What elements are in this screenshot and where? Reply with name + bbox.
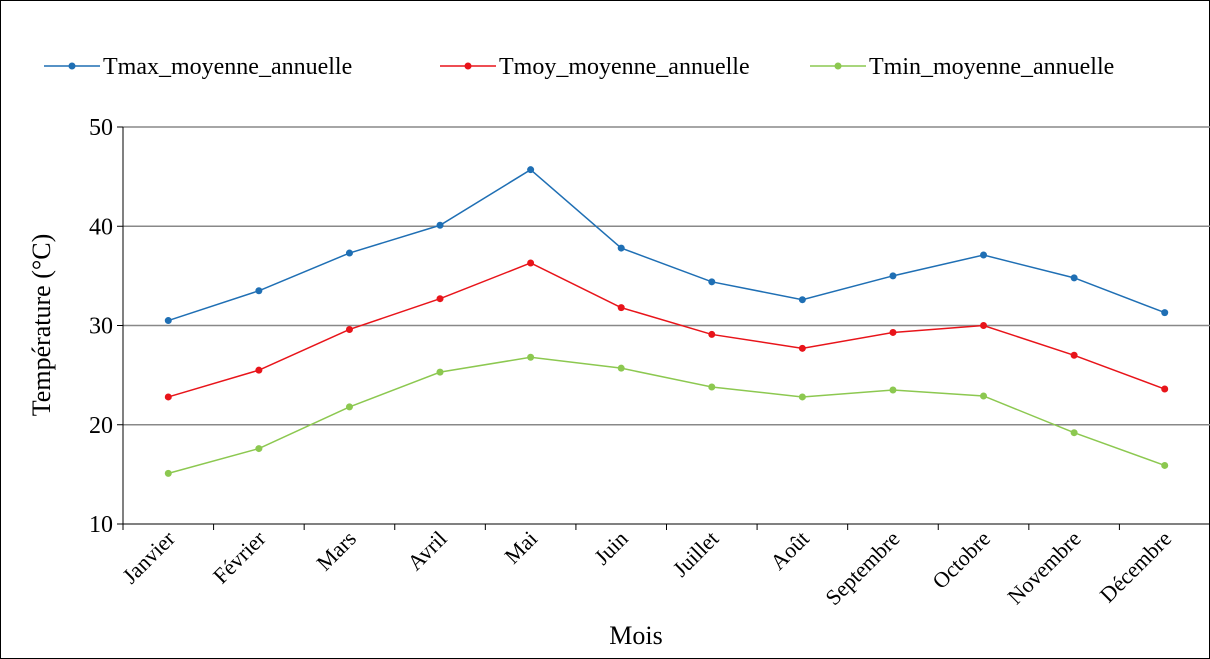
data-point — [164, 393, 172, 401]
data-point — [889, 272, 897, 280]
x-tick-label: Août — [765, 526, 814, 575]
data-point — [436, 295, 444, 303]
data-point — [1070, 274, 1078, 282]
legend-marker — [464, 62, 472, 70]
data-point — [980, 251, 988, 259]
data-point — [708, 383, 716, 391]
data-point — [708, 330, 716, 338]
x-tick-label: Février — [208, 525, 271, 588]
x-axis-label: Mois — [609, 621, 662, 650]
data-point — [436, 368, 444, 376]
data-point — [164, 469, 172, 477]
data-point — [1161, 309, 1169, 317]
y-tick-label: 50 — [89, 115, 113, 141]
data-point — [617, 244, 625, 252]
x-tick-label: Décembre — [1095, 526, 1177, 608]
x-tick-label: Septembre — [820, 526, 904, 610]
y-tick-label: 30 — [89, 314, 113, 340]
legend-marker — [834, 62, 842, 70]
data-point — [1161, 461, 1169, 469]
series-line — [168, 168, 1165, 322]
x-tick-label: Janvier — [117, 525, 180, 588]
data-point — [617, 364, 625, 372]
data-point — [345, 249, 353, 257]
legend-label: Tmoy_moyenne_annuelle — [499, 54, 750, 80]
data-point — [798, 344, 806, 352]
data-point — [1070, 351, 1078, 359]
legend-label: Tmax_moyenne_annuelle — [103, 54, 352, 80]
y-tick-label: 10 — [89, 512, 113, 538]
x-tick-label: Juillet — [668, 526, 724, 582]
data-point — [889, 386, 897, 394]
data-point — [1070, 429, 1078, 437]
x-tick-label: Mars — [311, 526, 361, 576]
data-point — [436, 221, 444, 229]
data-point — [708, 278, 716, 286]
y-tick-label: 40 — [89, 214, 113, 240]
data-point — [527, 259, 535, 267]
legend-label: Tmin_moyenne_annuelle — [869, 54, 1114, 80]
data-point — [527, 166, 535, 174]
y-axis-label: Température (°C) — [27, 234, 56, 417]
legend-marker — [68, 62, 76, 70]
data-point — [798, 393, 806, 401]
data-point — [255, 366, 263, 374]
data-point — [617, 304, 625, 312]
data-point — [164, 317, 172, 325]
data-point — [889, 328, 897, 336]
x-tick-label: Avril — [402, 526, 451, 575]
data-point — [345, 403, 353, 411]
x-tick-label: Novembre — [1002, 526, 1085, 609]
x-tick-label: Octobre — [927, 526, 995, 594]
data-point — [1161, 385, 1169, 393]
series-line — [168, 262, 1165, 398]
data-point — [255, 445, 263, 453]
data-point — [798, 296, 806, 304]
data-point — [980, 392, 988, 400]
data-point — [980, 322, 988, 329]
x-tick-label: Mai — [499, 526, 542, 569]
x-tick-label: Juin — [589, 526, 633, 570]
data-point — [345, 325, 353, 333]
data-point — [255, 287, 263, 295]
data-point — [527, 353, 535, 361]
y-tick-label: 20 — [89, 413, 113, 439]
series-line — [168, 356, 1165, 475]
